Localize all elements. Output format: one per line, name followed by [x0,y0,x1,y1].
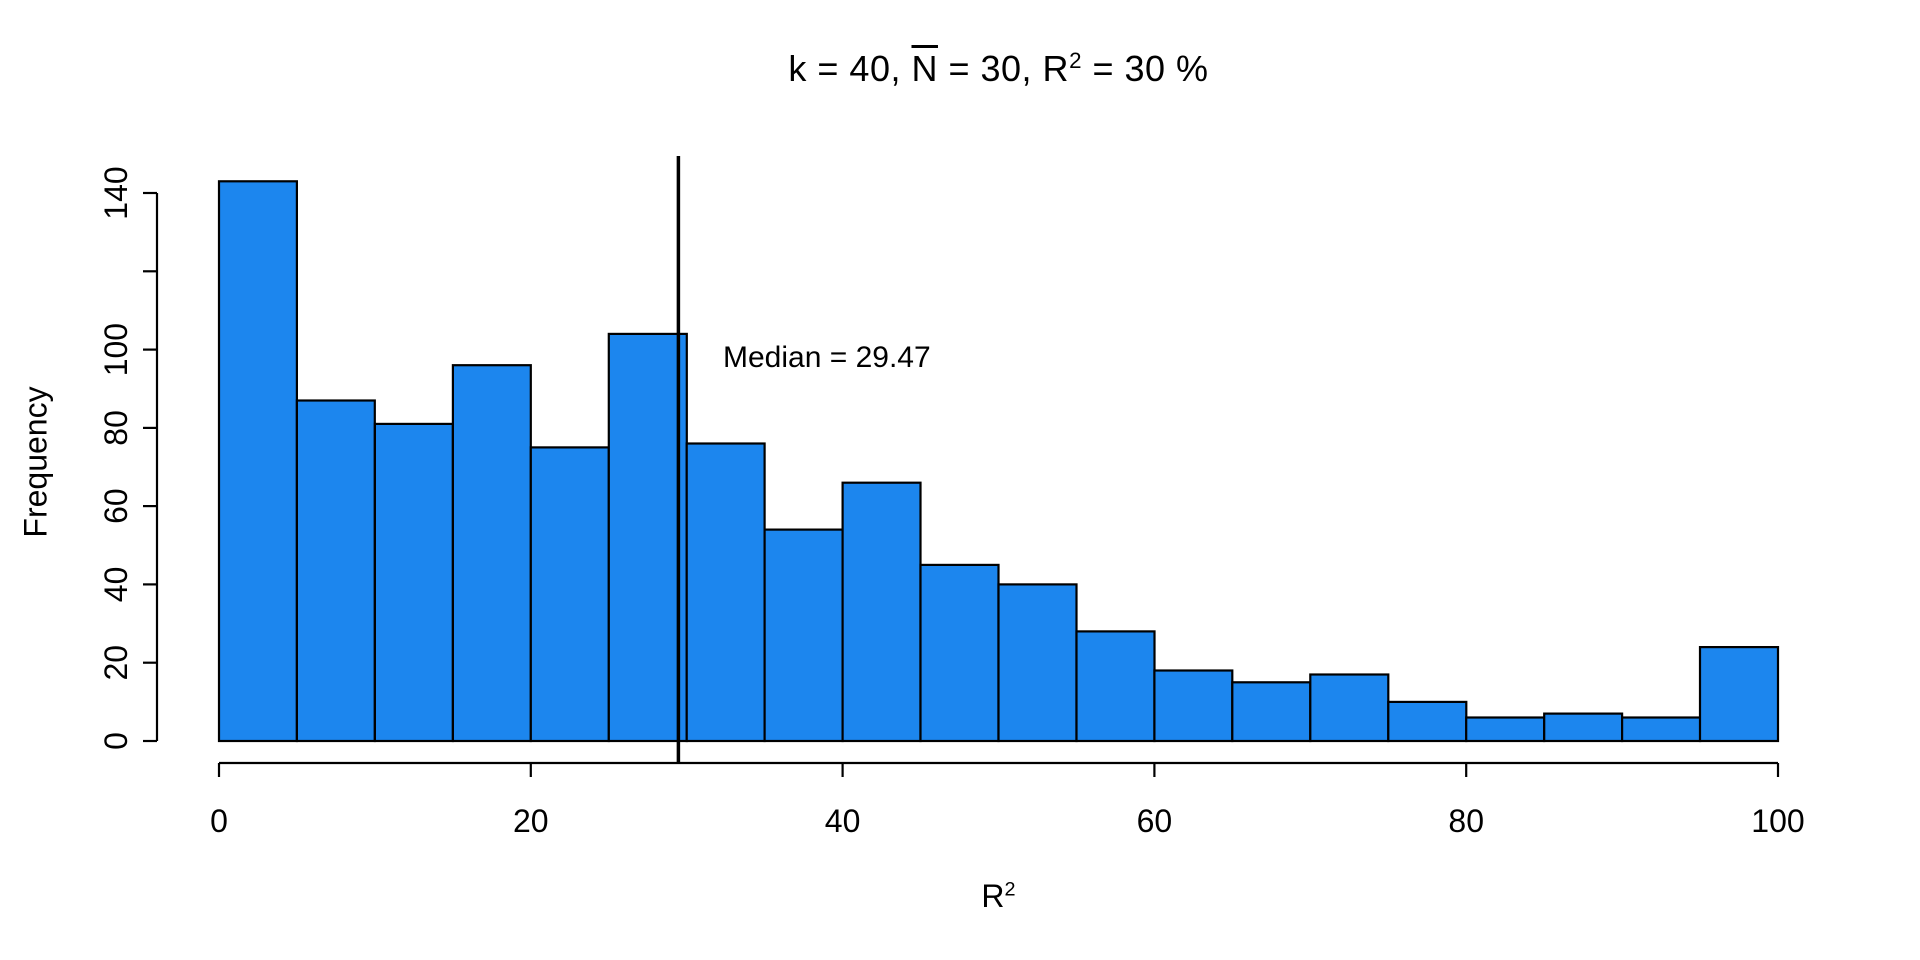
text-segment: 2 [1004,878,1016,901]
x-axis-title: R2 [219,878,1778,915]
histogram-bar [1543,712,1624,743]
histogram-bar [685,442,766,743]
histogram-bar [295,399,376,743]
text-segment: = 30, R [937,48,1070,89]
histogram-bar [373,422,454,743]
histogram-bar [529,446,610,743]
y-tick-label: 20 [98,645,134,681]
x-tick-label: 100 [1751,803,1804,839]
histogram-bar [451,364,532,743]
x-tick-label: 40 [825,803,861,839]
x-tick-label: 80 [1448,803,1484,839]
y-axis-title: Frequency [17,386,54,538]
histogram-bar [1309,673,1390,743]
histogram-bar [607,332,688,743]
histogram-bar [1387,700,1468,743]
text-segment: = 30 % [1081,48,1209,89]
x-tick-label: 20 [513,803,549,839]
histogram-bar [1698,645,1780,743]
histogram-bar [1153,669,1234,743]
text-segment: R [981,878,1005,914]
y-tick-label: 0 [98,732,134,750]
y-tick-label: 100 [98,323,134,376]
histogram-bar [217,180,299,743]
histogram-bar [919,563,1000,743]
x-tick-label: 0 [210,803,228,839]
y-tick-label: 60 [98,488,134,524]
median-annotation: Median = 29.47 [723,341,931,374]
histogram-bar [763,528,844,743]
histogram-bar [1620,716,1702,743]
text-segment: k = 40, [788,48,912,89]
x-tick-label: 60 [1137,803,1173,839]
histogram-bar [1465,716,1546,743]
histogram-bar [1075,630,1156,743]
histogram-bar [1231,681,1312,743]
chart-title: k = 40, N = 30, R2 = 30 % [219,48,1778,90]
text-segment: 2 [1069,48,1082,73]
histogram-bar [997,583,1078,743]
y-tick-label: 80 [98,410,134,446]
y-tick-label: 40 [98,567,134,603]
y-tick-label: 140 [98,166,134,219]
histogram-bar [841,481,922,743]
text-segment: N [911,48,938,89]
